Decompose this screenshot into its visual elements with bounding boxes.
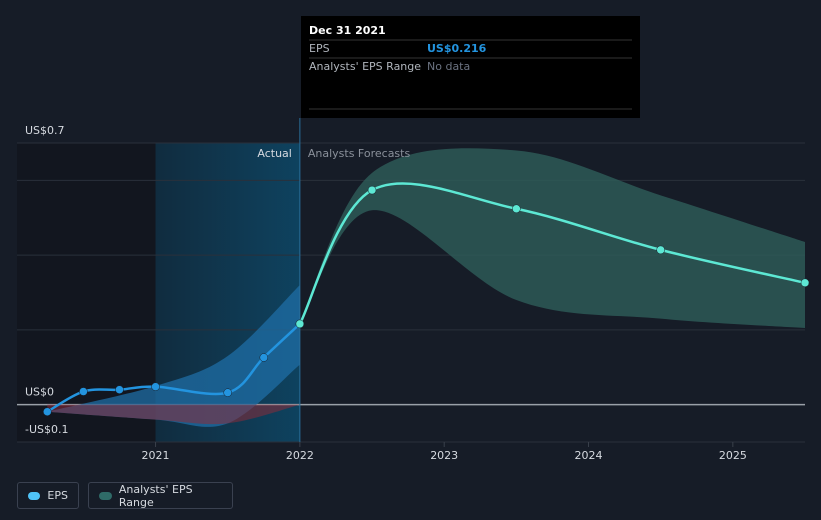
legend-eps[interactable]: EPS — [17, 482, 79, 509]
y-tick-label: -US$0.1 — [25, 423, 69, 436]
tooltip-date: Dec 31 2021 — [309, 24, 386, 37]
eps-point — [295, 319, 305, 329]
y-tick-label: US$0 — [25, 386, 54, 399]
range-area — [47, 285, 300, 427]
legend-swatch — [28, 491, 41, 500]
x-tick-label: 2023 — [430, 449, 458, 462]
forecast-label: Analysts Forecasts — [308, 147, 411, 160]
actual-label: Actual — [257, 147, 291, 160]
eps-point — [512, 204, 521, 214]
range-area-negative — [47, 404, 300, 425]
eps-point — [259, 353, 269, 362]
eps-point — [800, 278, 810, 288]
tooltip-row-value: US$0.216 — [427, 42, 487, 55]
legend-range[interactable]: Analysts' EPS Range — [88, 482, 233, 509]
y-tick-label: US$0.7 — [25, 124, 65, 137]
eps-point — [115, 385, 124, 394]
tooltip-box — [301, 16, 640, 118]
eps-point — [79, 387, 88, 396]
x-tick-label: 2025 — [719, 449, 747, 462]
x-tick-label: 2022 — [286, 449, 314, 462]
tooltip: Dec 31 2021 EPS US$0.216 Analysts' EPS Rang… — [301, 16, 640, 118]
tooltip-row-label: EPS — [309, 42, 330, 55]
x-tick-label: 2024 — [575, 449, 603, 462]
legend-label: Analysts' EPS Range — [118, 482, 193, 509]
x-tick-label: 2021 — [142, 449, 170, 462]
eps-point — [367, 185, 377, 195]
eps-point — [656, 245, 665, 255]
range-area — [299, 148, 805, 329]
tooltip-row-label: Analysts' EPS Range — [309, 60, 421, 73]
legend-swatch — [99, 491, 112, 500]
eps-point — [151, 382, 160, 391]
eps-point — [43, 407, 52, 416]
legend-label: EPS — [47, 489, 68, 502]
eps-point — [223, 388, 232, 397]
tooltip-row-value: No data — [427, 60, 470, 73]
